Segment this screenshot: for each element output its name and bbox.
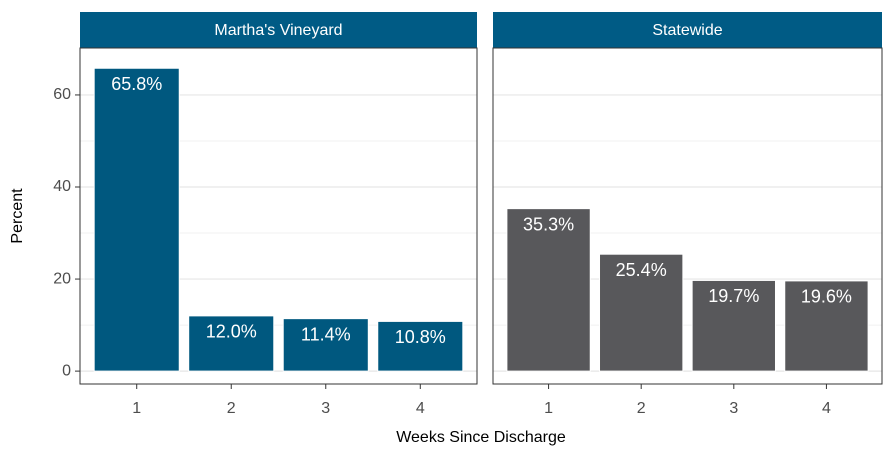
value-label: 19.6% (801, 287, 852, 307)
facet-title: Statewide (652, 22, 722, 39)
x-tick-label: 3 (321, 400, 330, 417)
y-tick-label: 0 (62, 362, 71, 379)
bar (282, 318, 369, 372)
panel-border (492, 47, 883, 385)
bar (188, 315, 275, 372)
bar (506, 208, 591, 372)
value-label: 19.7% (708, 286, 759, 306)
facet-title: Martha's Vineyard (214, 22, 342, 39)
bar (599, 253, 684, 372)
bar (93, 67, 180, 372)
y-tick-label: 20 (53, 270, 71, 287)
value-label: 12.0% (206, 322, 257, 342)
value-label: 25.4% (616, 260, 667, 280)
x-tick-label: 1 (544, 400, 553, 417)
x-tick-label: 1 (132, 400, 141, 417)
bar (691, 279, 776, 372)
x-tick-label: 4 (822, 400, 831, 417)
x-tick-label: 2 (227, 400, 236, 417)
value-label: 35.3% (523, 214, 574, 234)
x-tick-label: 3 (729, 400, 738, 417)
x-axis-label: Weeks Since Discharge (396, 429, 566, 446)
y-axis-label: Percent (9, 188, 26, 244)
y-tick-label: 40 (53, 178, 71, 195)
x-tick-label: 4 (416, 400, 425, 417)
strip (493, 12, 882, 48)
bar (784, 280, 869, 372)
y-tick-label: 60 (53, 86, 71, 103)
value-label: 11.4% (301, 324, 351, 344)
value-label: 10.8% (395, 327, 446, 347)
strip (80, 12, 477, 48)
bar (377, 320, 464, 372)
value-label: 65.8% (111, 74, 162, 94)
panel-border (79, 47, 478, 385)
x-tick-label: 2 (637, 400, 646, 417)
